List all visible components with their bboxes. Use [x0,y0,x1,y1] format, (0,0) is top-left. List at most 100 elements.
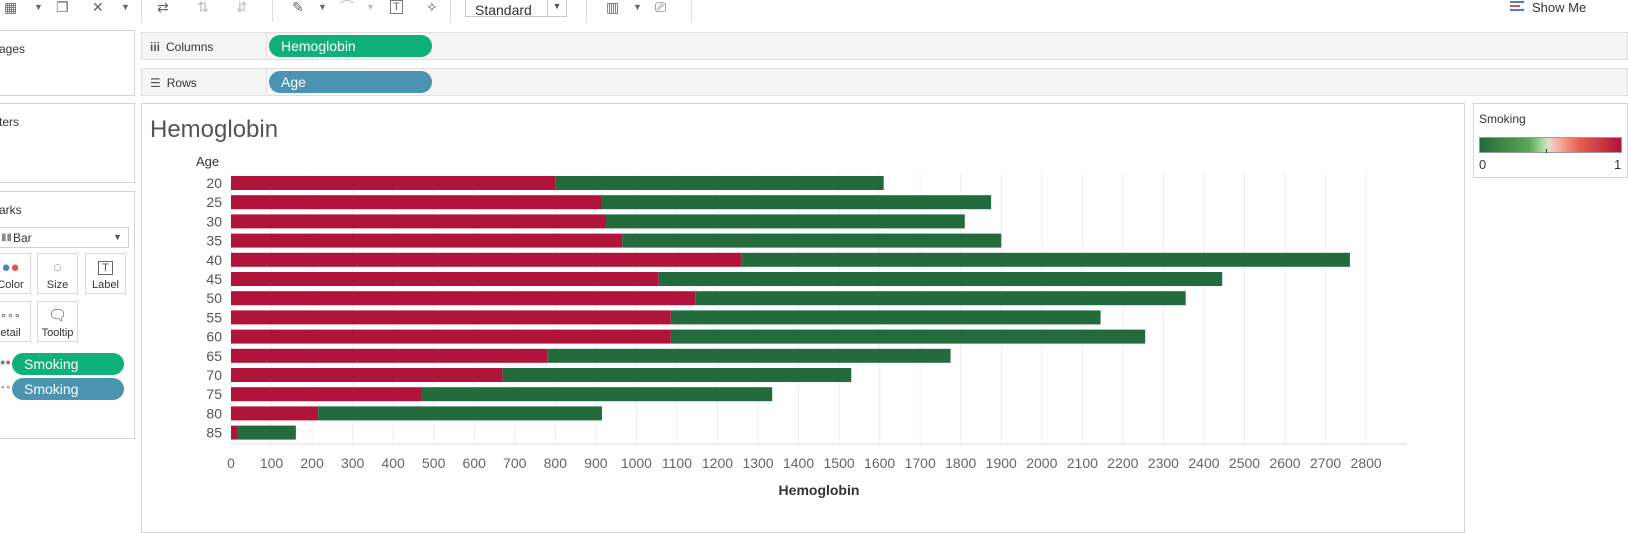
show-hide-cards-icon[interactable]: ▥ [606,0,620,15]
y-tick-label: 80 [206,405,222,421]
toolbar: ▦ ▼ ❐ ✕ ▼ ⇄ ⇅ ⇵ ✎ ▼ ⌒ ▼ T ✧ Standard ▼ ▥… [0,0,1628,24]
shelf-divider [266,33,267,59]
bar-chart-icon: ▮▮ [1,232,13,243]
y-tick-label: 45 [206,271,222,287]
x-tick-label: 700 [503,455,527,471]
x-tick-label: 2600 [1269,455,1300,471]
chevron-down-icon[interactable]: ▼ [121,2,130,12]
x-tick-label: 1700 [905,455,936,471]
presentation-mode-icon[interactable]: ⎚ [655,0,667,15]
pages-pane-title: ages [0,42,26,56]
chevron-down-icon[interactable]: ▼ [318,2,327,12]
group-members-icon[interactable]: ⌒ [340,0,354,15]
x-tick-label: 2100 [1067,455,1098,471]
y-tick-label: 40 [206,252,222,268]
x-tick-label: 1500 [824,455,855,471]
tooltip-card-button[interactable]: 🗨 Tooltip [37,301,78,342]
bar-segment [231,252,742,267]
y-tick-label: 55 [206,309,222,325]
color-card-button[interactable]: ●● Color [0,253,31,294]
bar-segment [231,214,606,229]
x-tick-label: 1300 [742,455,773,471]
x-tick-label: 100 [260,455,284,471]
size-circles-icon: ◌ [53,259,62,276]
label-card-button[interactable]: T Label [85,253,126,294]
toolbar-divider [141,0,142,22]
bar-segment [231,310,671,325]
bar-segment [231,425,238,440]
clear-sheet-icon[interactable]: ✕ [92,0,104,15]
bar-segment [622,233,1002,248]
chart-title: Hemoglobin [150,116,278,143]
pages-pane: ages [0,30,135,96]
bar-segment [231,272,659,286]
x-tick-label: 300 [341,455,365,471]
fit-select[interactable]: Standard ▼ [465,0,567,18]
legend-midpoint-tick [1546,149,1547,153]
bar-segment [605,214,965,229]
x-tick-label: 2200 [1107,455,1138,471]
tooltip-card-label: Tooltip [41,327,74,339]
y-tick-label: 70 [206,367,222,383]
columns-shelf[interactable]: iii Columns Hemoglobin [141,32,1628,60]
filters-pane[interactable]: ters [0,103,135,183]
bar-segment [421,387,773,402]
chevron-down-icon[interactable]: ▼ [366,2,375,12]
rows-pill[interactable]: Age [269,71,432,93]
marks-color-pill[interactable]: Smoking [12,353,124,375]
legend-color-ramp[interactable] [1479,137,1622,153]
label-text-icon: T [86,259,125,277]
toolbar-divider [272,0,273,22]
bar-chart: Hemoglobin Age 0 100 200 300 400 500 600 700 800 90… [150,116,1407,498]
swap-axes-icon[interactable]: ⇄ [157,0,169,15]
y-tick-label: 35 [206,233,222,249]
columns-icon: iii [150,40,161,54]
sort-ascending-icon[interactable]: ⇅ [197,0,209,15]
show-me-icon [1510,1,1526,13]
x-tick-label: 2500 [1229,455,1260,471]
bar-segment [547,348,951,363]
y-tick-label: 30 [206,213,222,229]
duplicate-sheet-icon[interactable]: ❐ [56,0,69,15]
x-tick-label: 200 [300,455,324,471]
legend-max: 1 [1614,157,1622,172]
x-tick-label: 0 [227,455,235,471]
rows-shelf[interactable]: ☰ Rows Age [141,68,1628,96]
mark-type-select[interactable]: ▮▮ Bar ▼ [0,227,129,248]
x-tick-label: 1600 [864,455,895,471]
x-tick-label: 900 [584,455,608,471]
color-dots-icon: ●● [1,259,20,276]
bar-segment [231,233,623,248]
y-tick-label: 85 [206,425,222,441]
sort-descending-icon[interactable]: ⇵ [236,0,248,15]
color-legend: Smoking 0 1 [1473,103,1628,178]
highlight-icon[interactable]: ✎ [292,0,304,15]
pin-icon[interactable]: ✧ [426,0,438,15]
chevron-down-icon[interactable]: ▼ [633,2,642,12]
mark-type-value: Bar [13,231,32,245]
size-card-button[interactable]: ◌ Size [37,253,78,294]
bar-segment [695,291,1186,306]
y-tick-label: 75 [206,386,222,402]
new-worksheet-icon[interactable]: ▦ [4,0,18,15]
bar-segment [502,368,852,382]
rows-shelf-label: ☰ Rows [150,76,197,90]
show-labels-icon[interactable]: T [390,0,403,14]
detail-card-button[interactable]: ∘∘∘ etail [0,301,31,342]
marks-detail-pill[interactable]: Smoking [12,378,124,400]
bar-segment [601,195,992,210]
toolbar-divider [450,0,451,22]
toolbar-divider [586,0,587,22]
y-tick-label: 50 [206,290,222,306]
tooltip-bubble-icon: 🗨 [47,307,68,324]
x-tick-label: 800 [544,455,568,471]
detail-dots-icon: ∘∘∘ [0,310,21,322]
color-card-label: Color [0,279,24,291]
y-tick-label: 20 [206,175,222,191]
x-tick-label: 1800 [945,455,976,471]
x-tick-label: 2300 [1148,455,1179,471]
x-tick-label: 1900 [986,455,1017,471]
chevron-down-icon[interactable]: ▼ [34,2,43,12]
bar-segment [231,406,319,421]
columns-pill[interactable]: Hemoglobin [269,35,432,57]
